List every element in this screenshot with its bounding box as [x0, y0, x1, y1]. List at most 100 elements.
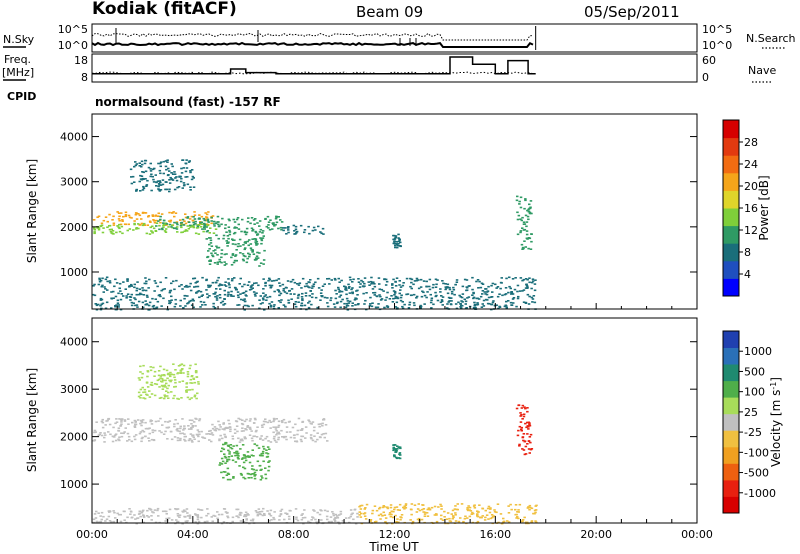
power-cell	[147, 166, 151, 169]
velocity-cell	[238, 513, 241, 516]
power-cell	[161, 183, 165, 186]
velocity-cell	[528, 452, 531, 454]
velocity-cell	[190, 382, 194, 384]
velocity-cell	[164, 520, 167, 522]
power-cell	[439, 291, 442, 293]
power-cell	[150, 173, 153, 176]
power-cell	[307, 302, 310, 304]
power-cell	[301, 277, 305, 280]
power-cell	[263, 295, 266, 298]
power-cell	[256, 243, 259, 245]
power-cell	[309, 279, 312, 281]
power-cell	[293, 281, 297, 284]
power-cell	[211, 215, 215, 217]
power-cell	[119, 308, 123, 311]
power-cell	[472, 292, 475, 295]
noise-tick-right-bottom: 10^0	[702, 39, 732, 52]
power-cell	[138, 165, 141, 167]
velocity-cell	[164, 420, 167, 423]
power-cell	[171, 173, 175, 175]
velocity-cell	[165, 369, 169, 372]
velocity-cell	[305, 432, 308, 434]
velocity-cell	[165, 382, 168, 385]
power-cell	[527, 247, 530, 250]
power-cell	[202, 217, 205, 220]
power-cell	[323, 296, 327, 299]
power-cell	[155, 185, 158, 187]
velocity-cell	[183, 425, 186, 427]
power-cell	[168, 223, 172, 226]
velocity-cell	[439, 518, 443, 520]
velocity-cell	[471, 512, 475, 515]
power-cell	[220, 284, 224, 286]
power-cell	[209, 239, 213, 242]
power-cell	[117, 212, 121, 214]
velocity-cell	[275, 441, 278, 443]
power-cell	[209, 260, 212, 262]
velocity-cell	[241, 439, 244, 442]
power-cell	[375, 295, 378, 297]
power-cell	[217, 246, 221, 249]
power-cell	[444, 283, 447, 285]
power-cell	[248, 253, 251, 256]
velocity-cell	[262, 460, 265, 463]
power-cell	[181, 224, 184, 226]
velocity-colorbar-segment	[723, 331, 739, 348]
power-cell	[410, 287, 413, 290]
power-cell	[198, 214, 201, 216]
velocity-cell	[115, 418, 118, 420]
velocity-cell	[301, 513, 304, 515]
velocity-cell	[471, 511, 474, 514]
power-cell	[140, 218, 143, 220]
power-cell	[105, 276, 109, 279]
velocity-cell	[247, 514, 250, 516]
velocity-cell	[189, 433, 193, 435]
power-cell	[262, 263, 265, 265]
velocity-cell	[148, 396, 152, 398]
power-cell	[173, 288, 176, 291]
power-cell	[141, 212, 145, 214]
power-colorbar-segment	[723, 225, 739, 244]
velocity-cell	[527, 426, 530, 428]
power-cell	[163, 288, 166, 290]
power-cell	[216, 215, 220, 218]
power-cell	[391, 283, 394, 285]
velocity-cell	[393, 508, 396, 511]
power-cell	[394, 243, 397, 245]
velocity-cell	[416, 508, 420, 510]
power-cell	[158, 184, 161, 186]
velocity-cell	[237, 437, 240, 440]
power-cell	[338, 291, 341, 293]
power-cell	[237, 296, 240, 299]
power-cell	[151, 214, 154, 216]
power-cell	[511, 278, 515, 280]
velocity-cell	[181, 432, 184, 435]
power-cell	[198, 296, 201, 299]
power-cell	[485, 293, 489, 296]
power-cell	[361, 285, 365, 287]
power-cell	[413, 280, 417, 282]
power-cell	[525, 221, 529, 223]
power-cell	[174, 298, 177, 301]
velocity-cell	[262, 448, 266, 450]
power-cell	[100, 222, 104, 225]
power-cell	[230, 290, 233, 293]
velocity-cell	[484, 509, 487, 512]
power-cell	[186, 286, 189, 288]
power-cell	[243, 248, 246, 251]
velocity-cell	[133, 426, 137, 428]
power-cell	[156, 215, 160, 217]
velocity-cell	[161, 381, 164, 383]
power-cell	[139, 190, 142, 192]
power-cell	[206, 296, 209, 299]
velocity-cell	[476, 514, 479, 516]
power-cell	[303, 304, 307, 307]
velocity-cell	[527, 440, 531, 442]
power-cell	[435, 283, 438, 286]
power-cell	[269, 219, 272, 221]
power-cell	[477, 287, 480, 289]
power-cell	[530, 212, 533, 215]
velocity-cell	[488, 511, 492, 514]
power-cell	[441, 300, 444, 303]
